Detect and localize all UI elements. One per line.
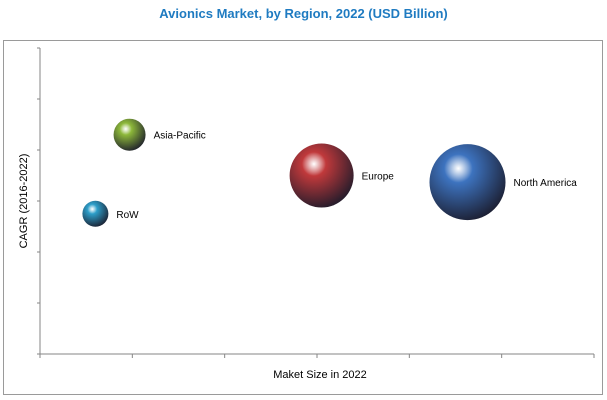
bubble-north-america xyxy=(429,144,506,221)
chart-title: Avionics Market, by Region, 2022 (USD Bi… xyxy=(159,6,448,21)
bubble-europe xyxy=(289,143,354,208)
bubble-asia-pacific xyxy=(113,118,146,151)
bubble-row xyxy=(82,200,109,227)
chart-frame xyxy=(3,40,603,395)
bubble-label: RoW xyxy=(116,210,139,221)
x-axis-label: Maket Size in 2022 xyxy=(273,369,367,381)
bubble-label: North America xyxy=(514,178,578,189)
bubble-label: Asia-Pacific xyxy=(154,131,206,142)
y-axis-label: CAGR (2016-2022) xyxy=(18,154,30,249)
bubble-label: Europe xyxy=(362,172,395,183)
